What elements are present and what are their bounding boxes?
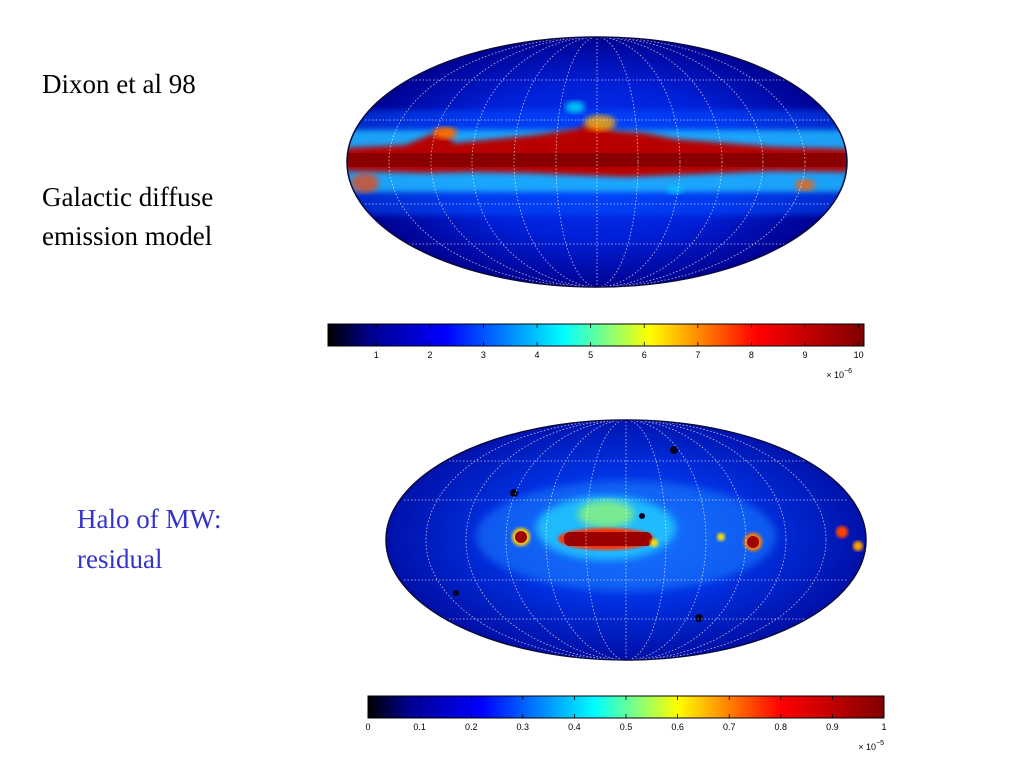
colorbar-bottom-tick-label: 0.5 <box>620 722 633 732</box>
colorbar-top-tick-label: 2 <box>427 350 432 360</box>
colorbar-bottom-tick-label: 1 <box>881 722 886 732</box>
colorbar-bottom-tick-label: 0.6 <box>671 722 684 732</box>
top-caption-line3: emission model <box>42 221 213 251</box>
colorbar-top-tick-label: 4 <box>535 350 540 360</box>
halo-residual-skymap <box>385 419 867 661</box>
bottom-caption-line1: Halo of MW: <box>77 504 222 534</box>
colorbar-top-tick-label: 9 <box>803 350 808 360</box>
colorbar-top-tick-label: 10 <box>854 350 864 360</box>
colorbar-bottom-multiplier: × 10−5 <box>858 740 884 752</box>
colorbar-bottom-tick-label: 0.7 <box>723 722 736 732</box>
colorbar-top-tick-label: 7 <box>695 350 700 360</box>
colorbar-top-tick-label: 6 <box>642 350 647 360</box>
colorbar-bottom: 0 0.1 0.2 0.3 0.4 0.5 0.6 0.7 0.8 0.9 1 × 10−5 <box>365 695 887 752</box>
colorbar-top-tick-label: 8 <box>749 350 754 360</box>
colorbar-bottom-tick-label: 0.3 <box>517 722 530 732</box>
colorbar-bottom-tick-label: 0.4 <box>568 722 581 732</box>
colorbar-top: 1 2 3 4 5 6 7 8 9 10 × 10−6 <box>327 323 865 380</box>
colorbar-top-tick-label: 3 <box>481 350 486 360</box>
colorbar-bottom-tick-label: 0.1 <box>413 722 426 732</box>
top-caption-line2: Galactic diffuse <box>42 182 214 212</box>
colorbar-bottom-tick-label: 0 <box>365 722 370 732</box>
colorbar-top-multiplier: × 10−6 <box>826 368 852 380</box>
bottom-caption-line2: residual <box>77 544 163 574</box>
colorbar-top-tick-label: 5 <box>588 350 593 360</box>
colorbar-top-gradient <box>327 323 865 347</box>
diffuse-emission-skymap <box>346 36 848 288</box>
colorbar-bottom-tick-label: 0.8 <box>775 722 788 732</box>
colorbar-top-tick-label: 1 <box>374 350 379 360</box>
colorbar-bottom-tick-label: 0.2 <box>465 722 478 732</box>
colorbar-bottom-tick-label: 0.9 <box>826 722 839 732</box>
top-caption-title: Dixon et al 98 <box>42 69 196 99</box>
